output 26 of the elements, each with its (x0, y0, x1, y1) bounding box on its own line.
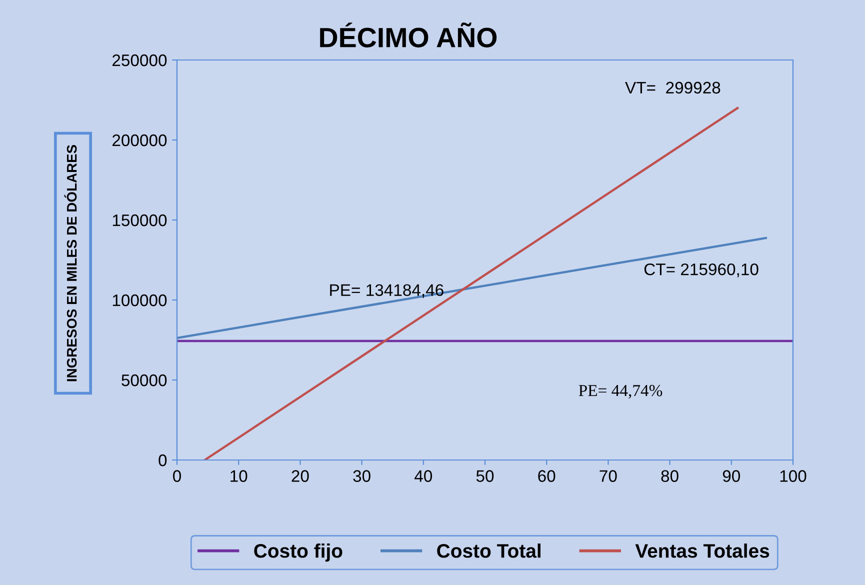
annotation: CT= 215960,10 (644, 263, 758, 278)
x-tick-label: 20 (292, 470, 309, 482)
y-axis-title: INGRESOS EN MILES DE DÓLARES (64, 144, 77, 382)
legend-label: Ventas Totales (635, 544, 770, 558)
x-tick-label: 10 (230, 470, 248, 482)
y-tick-label: 200000 (112, 134, 167, 146)
y-tick-label: 0 (158, 454, 167, 466)
y-tick-label: 150000 (112, 214, 167, 226)
annotation: PE= 44,74% (578, 384, 662, 399)
x-tick-label: 30 (353, 470, 370, 482)
chart-title: DÉCIMO AÑO (320, 22, 497, 48)
x-tick-label: 60 (538, 470, 556, 482)
x-tick-label: 90 (722, 470, 740, 482)
x-tick-label: 40 (414, 470, 432, 482)
x-tick-label: 0 (173, 470, 181, 482)
annotation: VT= 299928 (625, 82, 720, 94)
y-tick-label: 50000 (122, 374, 167, 386)
annotation: PE= 134184,46 (330, 284, 444, 298)
x-tick-label: 100 (780, 470, 806, 482)
x-tick-label: 70 (600, 470, 617, 482)
y-tick-label: 250000 (112, 54, 167, 66)
legend-label: Costo fijo (254, 544, 342, 562)
y-tick-label: 100000 (112, 294, 167, 306)
x-tick-label: 80 (661, 470, 678, 482)
x-tick-label: 50 (476, 470, 494, 482)
legend-label: Costo Total (437, 544, 540, 558)
